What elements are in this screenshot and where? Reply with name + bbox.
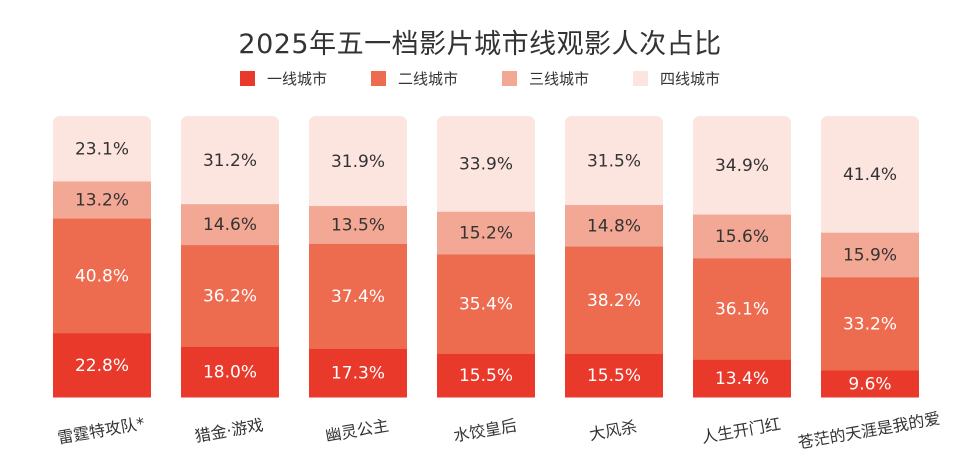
data-label-tier1-3: 17.3% [331, 364, 385, 384]
bar-segment-tier2-5 [565, 246, 663, 354]
data-label-tier2-4: 35.4% [459, 295, 513, 315]
legend-swatch-tier4 [633, 71, 649, 86]
legend-label-tier2: 二线城市 [397, 70, 458, 88]
bar-segment-tier3-5 [565, 204, 663, 247]
bar-segment-tier2-4 [437, 253, 535, 354]
data-label-tier4-4: 33.9% [459, 155, 513, 175]
data-label-tier3-3: 13.5% [331, 215, 385, 235]
data-label-tier2-5: 38.2% [587, 291, 641, 311]
data-label-tier4-3: 31.9% [331, 152, 385, 172]
category-label-1: 雷霆特攻队* [56, 414, 146, 448]
data-label-tier4-1: 23.1% [75, 139, 129, 159]
data-label-tier1-7: 9.6% [848, 375, 891, 395]
legend-label-tier4: 四线城市 [660, 70, 721, 88]
data-label-tier3-2: 14.6% [203, 215, 257, 235]
category-label-7: 苍茫的天涯是我的爱 [796, 409, 941, 453]
data-label-tier1-4: 15.5% [459, 366, 513, 386]
bar-group-6 [693, 116, 791, 398]
data-label-tier1-5: 15.5% [587, 366, 641, 386]
bar-group-7 [821, 116, 919, 398]
chart-title: 2025年五一档影片城市线观影人次占比 [238, 29, 722, 60]
bar-group-5 [565, 116, 663, 398]
data-label-tier3-4: 15.2% [459, 224, 513, 244]
bar-segment-tier3-1 [53, 180, 151, 219]
bar-segment-tier4-4 [437, 116, 535, 212]
legend-label-tier3: 三线城市 [529, 70, 590, 88]
bar-segment-tier1-5 [565, 353, 663, 398]
data-label-tier4-7: 41.4% [843, 165, 897, 185]
data-label-tier3-6: 15.6% [715, 227, 769, 247]
category-label-4: 水饺皇后 [452, 416, 518, 446]
bar-segment-tier2-1 [53, 218, 151, 334]
data-label-tier1-6: 13.4% [715, 369, 769, 389]
data-label-tier2-7: 33.2% [843, 314, 897, 334]
bar-segment-tier3-6 [693, 214, 791, 259]
legend-item-tier3: 三线城市 [502, 68, 589, 89]
bar-segment-tier4-6 [693, 116, 791, 215]
legend: 一线城市 二线城市 三线城市 四线城市 [0, 68, 960, 89]
bar-segment-tier2-6 [693, 257, 791, 360]
bar-segment-tier2-7 [821, 276, 919, 371]
data-label-tier2-6: 36.1% [715, 300, 769, 320]
bar-segment-tier3-7 [821, 232, 919, 278]
data-label-tier3-7: 15.9% [843, 246, 897, 266]
data-label-tier4-2: 31.2% [203, 151, 257, 171]
bar-segment-tier1-1 [53, 332, 151, 398]
bar-segment-tier4-7 [821, 116, 919, 233]
bar-segment-tier1-4 [437, 353, 535, 398]
data-label-tier1-2: 18.0% [203, 363, 257, 383]
legend-label-tier1: 一线城市 [266, 70, 327, 88]
legend-item-tier1: 一线城市 [239, 68, 327, 89]
data-label-tier3-1: 13.2% [75, 191, 129, 211]
data-label-tier2-2: 36.2% [203, 287, 257, 307]
bar-segment-tier4-3 [309, 116, 407, 207]
legend-item-tier2: 二线城市 [370, 68, 458, 89]
legend-swatch-tier3 [502, 71, 517, 86]
bar-group-1 [53, 116, 151, 398]
legend-item-tier4: 四线城市 [633, 68, 720, 89]
bar-group-4 [437, 116, 535, 398]
data-label-tier3-5: 14.8% [587, 216, 641, 236]
bar-segment-tier4-1 [53, 116, 151, 182]
bar-segment-tier4-5 [565, 116, 663, 206]
bar-segment-tier3-3 [309, 205, 407, 244]
data-label-tier2-1: 40.8% [75, 266, 129, 286]
bar-group-3 [309, 116, 407, 398]
bar-segment-tier1-7 [821, 370, 919, 398]
bar-segment-tier1-2 [181, 346, 279, 398]
bar-segment-tier1-3 [309, 348, 407, 398]
bar-segment-tier3-2 [181, 203, 279, 246]
bar-group-2 [181, 116, 279, 398]
bar-segment-tier2-3 [309, 243, 407, 349]
data-label-tier1-1: 22.8% [75, 356, 129, 376]
bar-segment-tier1-6 [693, 359, 791, 398]
legend-swatch-tier2 [370, 71, 386, 86]
bar-segment-tier4-2 [181, 116, 279, 205]
category-label-2: 猎金·游戏 [193, 415, 264, 446]
data-label-tier4-6: 34.9% [715, 156, 769, 176]
data-label-tier4-5: 31.5% [587, 151, 641, 171]
category-label-6: 人生开门红 [700, 414, 782, 447]
data-label-tier2-3: 37.4% [331, 287, 385, 307]
bar-segment-tier3-4 [437, 211, 535, 255]
category-label-3: 幽灵公主 [324, 416, 390, 446]
bar-segment-tier2-2 [181, 244, 279, 347]
legend-swatch-tier1 [239, 71, 255, 86]
category-label-5: 大风杀 [588, 417, 639, 444]
